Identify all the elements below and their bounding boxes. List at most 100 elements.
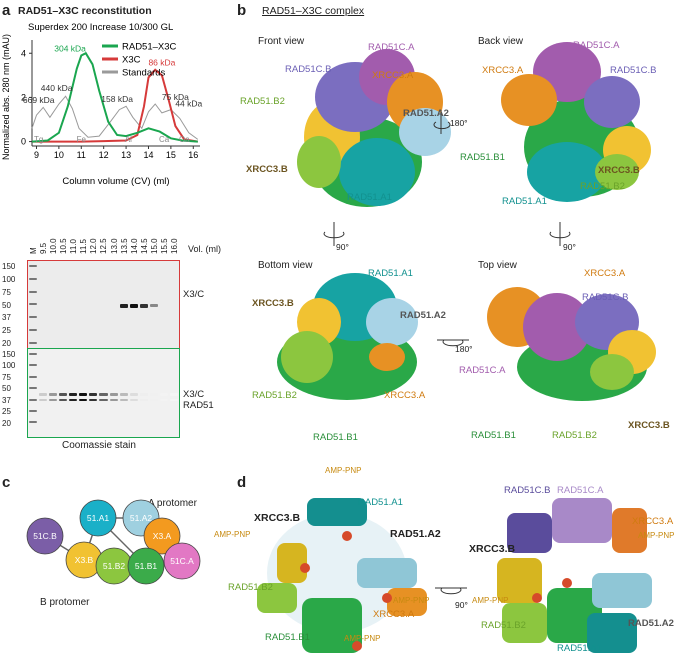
rot-label: 180°	[450, 118, 468, 128]
label: XRCC3.A	[372, 70, 414, 81]
lane-label: 13.5	[119, 238, 129, 254]
lane-label: 15.5	[159, 238, 169, 254]
lane-label: 10.5	[59, 238, 69, 254]
standard-label: Al	[125, 135, 132, 144]
gel-band	[109, 399, 118, 401]
gel-band	[29, 265, 38, 267]
gel-band	[29, 353, 38, 355]
label: RAD51C.B	[285, 64, 332, 75]
node-label: 51.B1	[135, 561, 157, 571]
x-tick-label: 15	[166, 150, 176, 160]
rotation-arrow-d	[435, 587, 467, 595]
rot-label: 90°	[336, 242, 349, 252]
gel-band	[169, 399, 178, 401]
sec-chart: Superdex 200 Increase 10/300 GL 9 10 11 12 13…	[1, 22, 203, 187]
gel-band	[79, 399, 88, 401]
panel-c-letter: c	[2, 474, 11, 491]
front-view-map	[297, 49, 451, 207]
standard-label: Oa	[179, 135, 190, 144]
vol-label: Vol. (ml)	[188, 244, 222, 254]
rot-label: 180°	[455, 344, 473, 354]
protomer-node	[143, 517, 181, 555]
bottom-view-title: Bottom view	[258, 260, 313, 271]
series-line	[32, 68, 198, 143]
y-axis-label: Normalized abs. 280 nm (mAU)	[1, 34, 11, 160]
gel-band	[49, 399, 58, 401]
label: RAD51.B1	[471, 430, 516, 441]
gel-band	[119, 304, 128, 308]
label: RAD51.B2	[552, 430, 597, 441]
gel-area: M 9.5 10.0 10.5 11.0 11.5 12.0 12.5 13.0 13.5 14.0…	[0, 232, 222, 462]
label: RAD51.A2	[400, 310, 446, 321]
panel-b-header: RAD51–X3C complex	[262, 5, 365, 17]
lane-label: 10.0	[49, 238, 59, 254]
protomer-node	[79, 499, 117, 537]
gel-band	[39, 393, 48, 396]
gel-band	[29, 303, 38, 306]
lane-label: 14.5	[139, 238, 149, 254]
node-label: 51C.B	[33, 531, 57, 541]
label: RAD51.A2	[390, 528, 441, 540]
rot-label: 90°	[563, 242, 576, 252]
gel-band	[69, 399, 78, 401]
panel-a-letter: a	[2, 2, 11, 19]
gel-band	[59, 399, 68, 401]
label: XRCC3.B	[469, 543, 516, 555]
top-view-title: Top view	[478, 260, 517, 271]
x-axis-label: Column volume (CV) (ml)	[62, 176, 169, 187]
label: RAD51C.B	[504, 485, 551, 496]
node-label: X3.B	[75, 555, 94, 565]
label: RAD51.A1	[502, 196, 547, 207]
marker-label: 25	[2, 407, 11, 417]
peak-annotation: 44 kDa	[175, 98, 202, 108]
marker-label: 75	[2, 372, 11, 382]
label: RAD51.B1	[265, 632, 310, 643]
marker-label: 150	[2, 350, 16, 359]
label: RAD51.A2	[403, 108, 449, 119]
panel-d-letter: d	[237, 474, 247, 491]
legend-entry: X3C	[122, 55, 141, 66]
peak-annotation: 158 kDa	[101, 94, 133, 104]
marker-label: 150	[2, 262, 16, 271]
label: RAD51.A1	[368, 268, 413, 279]
legend-entry: RAD51–X3C	[122, 42, 177, 53]
lane-label: 9.5	[39, 242, 49, 254]
standard-label: Fe	[77, 135, 87, 144]
gel-band	[29, 421, 38, 424]
x-tick-label: 11	[77, 150, 86, 160]
label: RAD51.B2	[228, 582, 273, 593]
node-label: 51.A1	[87, 513, 109, 523]
label: RAD51.B2	[240, 96, 285, 107]
gel-bottom	[27, 348, 180, 438]
label: AMP-PNP	[638, 531, 675, 540]
lane-label: 14.0	[129, 238, 139, 254]
gel-band	[139, 399, 148, 401]
gel-band	[99, 399, 108, 401]
label: RAD51.A1	[347, 192, 392, 203]
lane-label: 15.0	[149, 238, 159, 254]
structure-cartoons	[257, 498, 652, 653]
series-line	[31, 95, 199, 140]
density-maps	[277, 42, 656, 401]
x-tick-label: 14	[143, 150, 153, 160]
gel-band	[79, 393, 88, 396]
label: RAD51.A2	[628, 618, 674, 629]
left-structure	[257, 498, 427, 653]
top-view-map	[487, 287, 656, 401]
label: AMP-PNP	[214, 530, 251, 539]
label: RAD51C.A	[557, 485, 604, 496]
label: RAD51.A1	[358, 497, 403, 508]
label: XRCC3.B	[628, 420, 670, 431]
lane-label: 16.0	[169, 238, 179, 254]
gel-top	[27, 260, 180, 360]
label: RAD51.B1	[313, 432, 358, 443]
a-protomer-label: A protomer	[148, 498, 197, 509]
b-protomer-label: B protomer	[40, 597, 90, 608]
gel-band	[139, 393, 148, 396]
gel-band	[29, 290, 38, 293]
lane-label: 11.0	[69, 239, 79, 254]
node-label: 51.A2	[130, 513, 152, 523]
gel-band	[119, 399, 128, 401]
gel-band	[159, 393, 168, 396]
label: RAD51.B2	[481, 620, 526, 631]
